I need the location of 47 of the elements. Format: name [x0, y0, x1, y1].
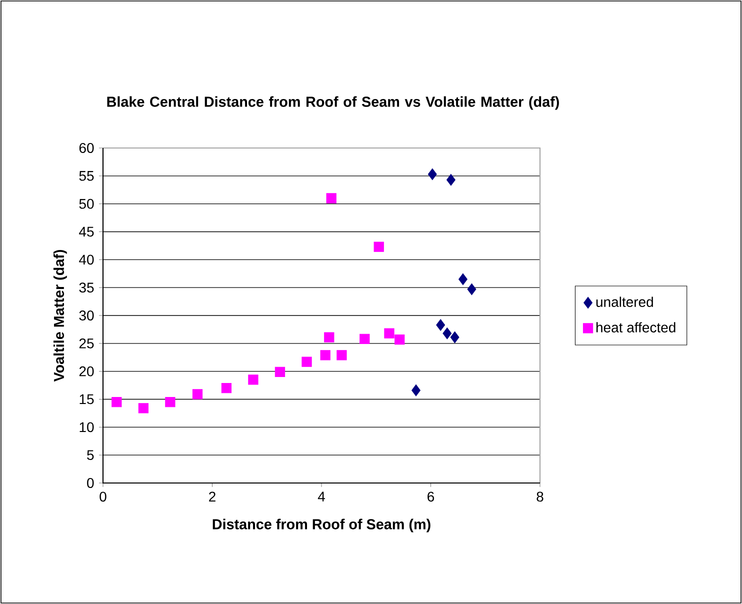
legend-label: heat affected — [596, 322, 676, 332]
point — [112, 396, 122, 408]
point — [412, 384, 420, 396]
y-tick-label: 45 — [79, 226, 94, 237]
point — [442, 327, 452, 340]
point — [467, 283, 476, 296]
y-tick-label: 5 — [87, 450, 94, 460]
point — [165, 396, 176, 408]
point — [274, 366, 286, 377]
point — [320, 350, 330, 360]
y-tick-label: 10 — [80, 422, 94, 432]
point — [384, 328, 394, 338]
point — [336, 350, 347, 360]
chart-title: Blake Central Distance from Roof of Seam vs Volatile Matter (daf) — [107, 96, 559, 110]
x-tick-label: 0 — [100, 492, 106, 502]
y-tick-label: 35 — [79, 282, 94, 293]
point — [138, 403, 148, 414]
y-tick-label: 25 — [79, 338, 94, 348]
x-tick-label: 8 — [536, 492, 544, 502]
point — [360, 334, 370, 344]
y-tick-label: 0 — [87, 478, 94, 488]
y-tick-label: 30 — [79, 310, 94, 320]
point — [192, 389, 203, 400]
point — [248, 374, 258, 385]
point — [221, 383, 232, 394]
point — [302, 356, 312, 367]
y-axis-title: Voaltile Matter (daf) — [53, 250, 67, 382]
point — [446, 174, 456, 186]
point — [324, 332, 334, 342]
point — [374, 242, 384, 252]
point — [428, 168, 437, 180]
point — [458, 273, 468, 286]
x-tick-label: 2 — [209, 492, 216, 502]
x-tick-label: 4 — [318, 492, 325, 502]
y-tick-label: 50 — [79, 198, 94, 209]
legend-label: unaltered — [596, 296, 653, 307]
y-tick-label: 40 — [79, 254, 94, 265]
y-tick-label: 15 — [80, 394, 94, 404]
y-tick-label: 55 — [79, 171, 94, 181]
x-tick-label: 6 — [428, 492, 434, 502]
point — [394, 334, 405, 345]
point — [436, 319, 446, 331]
point — [326, 193, 336, 204]
y-tick-label: 60 — [79, 143, 94, 153]
y-tick-label: 20 — [79, 366, 94, 376]
point — [450, 331, 460, 344]
x-axis-title: Distance from Roof of Seam (m) — [212, 518, 430, 532]
